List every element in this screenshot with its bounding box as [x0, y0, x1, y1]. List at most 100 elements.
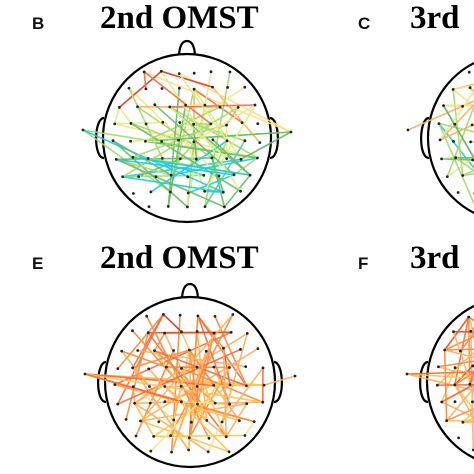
connection-edge — [406, 373, 474, 392]
electrode-node — [211, 138, 215, 142]
electrode-node — [195, 385, 199, 388]
electrode-node — [114, 158, 118, 161]
connection-edge — [160, 70, 214, 88]
electrode-node — [243, 85, 247, 89]
right-ear-outline — [273, 360, 283, 404]
electrode-node — [180, 367, 183, 370]
electrode-node — [142, 70, 146, 74]
connection-edge — [445, 386, 474, 422]
electrode-node — [471, 400, 474, 404]
panel-letter-b: B — [32, 14, 45, 33]
electrode-node — [83, 372, 87, 376]
electrode-node — [471, 448, 474, 452]
connection-edge — [143, 71, 212, 125]
connection-edge — [445, 407, 474, 422]
electrode-node — [170, 450, 174, 454]
connection-edge — [84, 373, 264, 404]
electrode-node — [149, 449, 153, 453]
electrode-node — [153, 103, 157, 107]
electrode-node — [189, 420, 193, 424]
electrode-node — [132, 192, 135, 195]
connection-edges — [84, 313, 296, 453]
connection-edge — [244, 420, 255, 437]
connection-edge — [120, 350, 151, 388]
electrode-node — [186, 205, 189, 209]
electrode-node — [224, 435, 228, 439]
connection-edge — [223, 174, 251, 208]
electrode-node — [178, 157, 182, 161]
connection-edge — [136, 349, 247, 368]
electrode-node — [169, 434, 173, 437]
electrode-node — [111, 139, 115, 143]
electrode-nodes — [83, 313, 297, 454]
electrode-node — [129, 122, 133, 125]
electrode-node — [139, 419, 142, 423]
electrode-node — [213, 401, 217, 405]
electrode-node — [120, 349, 124, 353]
electrode-node — [256, 122, 260, 126]
electrode-node — [244, 365, 248, 368]
electrode-node — [456, 191, 460, 194]
electrode-node — [166, 205, 170, 208]
electrode-node — [117, 106, 121, 109]
electrode-node — [256, 156, 259, 160]
electrode-node — [162, 313, 165, 316]
electrode-node — [131, 385, 135, 388]
electrode-node — [248, 173, 252, 177]
connection-edge — [131, 313, 165, 369]
electrode-node — [471, 158, 474, 162]
electrode-node — [437, 365, 440, 369]
electrode-node — [227, 450, 231, 454]
right-ear-outline — [269, 116, 279, 160]
connection-edge — [462, 417, 474, 424]
panel-letter-e: E — [32, 254, 44, 273]
electrode-node — [203, 103, 207, 107]
connection-edge — [438, 122, 474, 133]
electrode-node — [438, 138, 442, 142]
electrode-node — [405, 372, 409, 376]
electrode-node — [209, 70, 213, 74]
connection-edge — [452, 84, 474, 91]
electrode-node — [239, 189, 242, 193]
connection-edge — [133, 400, 183, 405]
electrode-node — [194, 157, 198, 161]
electrode-node — [148, 401, 152, 405]
electrode-node — [461, 104, 464, 108]
connection-edge — [113, 121, 164, 125]
electrode-node — [469, 329, 473, 333]
connection-edge — [443, 349, 474, 359]
electrode-node — [187, 448, 191, 452]
electrode-node — [453, 122, 457, 126]
electrode-node — [289, 130, 293, 134]
nose-outline — [180, 282, 200, 299]
electrode-node — [206, 450, 210, 454]
electrode-node — [186, 175, 190, 179]
electrode-node — [442, 104, 445, 107]
electrode-node — [137, 175, 141, 179]
electrode-node — [262, 383, 266, 387]
electrode-node — [192, 122, 196, 126]
connection-edge — [131, 349, 191, 369]
connection-edge — [167, 87, 181, 208]
connection-edge — [203, 104, 256, 192]
scalp-map-c — [406, 61, 474, 215]
panel-title-e: 2nd OMST — [100, 240, 259, 276]
electrode-node — [211, 85, 214, 89]
electrode-node — [163, 385, 167, 388]
electrode-node — [168, 190, 172, 194]
electrode-node — [205, 419, 209, 422]
electrode-node — [239, 157, 243, 161]
connection-edge — [443, 348, 474, 351]
connection-edge — [132, 156, 251, 176]
electrode-node — [469, 140, 472, 144]
electrode-node — [178, 121, 182, 124]
electrode-node — [461, 420, 465, 424]
connection-edge — [467, 316, 471, 386]
electrode-node — [225, 139, 229, 143]
connection-edge — [143, 71, 147, 90]
connection-edge — [170, 332, 215, 453]
electrode-node — [459, 349, 462, 353]
electrode-node — [131, 155, 135, 159]
connection-edge — [115, 158, 226, 208]
electrode-nodes — [81, 69, 293, 209]
